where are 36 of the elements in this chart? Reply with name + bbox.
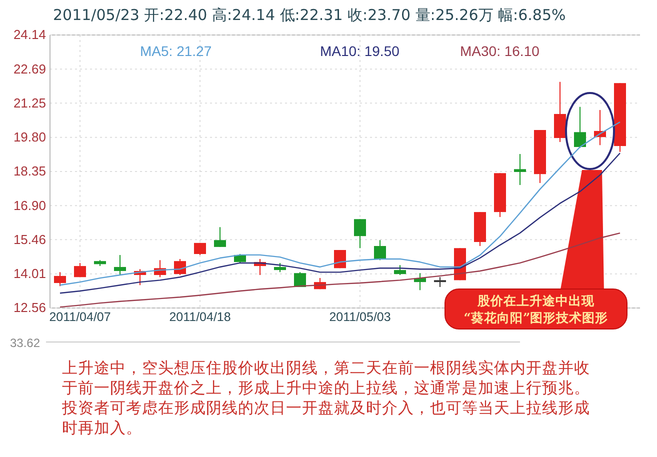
line-series: [59, 121, 621, 286]
candlestick: [354, 218, 366, 249]
candlestick: [334, 250, 346, 269]
candlestick: [174, 258, 186, 276]
candlestick: [74, 262, 86, 278]
candlestick: [54, 272, 66, 287]
y-tick-label: 22.69: [13, 61, 46, 76]
x-tick-label: 2011/05/03: [329, 310, 391, 324]
annotation: 股价在上升途中出现 “葵花向阳”图形技术图形: [464, 293, 608, 325]
y-tick-label: 24.14: [13, 27, 46, 42]
y-tick-label: 16.90: [13, 198, 46, 213]
x-tick-label: 2011/04/07: [49, 310, 111, 324]
candlestick: [394, 264, 406, 276]
y-tick-label: 15.46: [13, 232, 46, 247]
y-tick-label: 21.25: [13, 95, 46, 110]
text: 上升途中，空头想压住股价收出阴线，第二天在前一根阴线实体内开盘并收于前一阴线开盘价之上，形成上升中途的上拉线，这通常是加速上行预兆。投资者可考虑在形成阴线的次日一开盘就及时介入，也可等当天上拉线形成时再加入。: [62, 358, 591, 438]
x-tick-label: 2011/04/18: [169, 310, 231, 324]
candlestick: [194, 242, 206, 256]
candlestick: [514, 154, 526, 186]
text: MA30: 16.10: [460, 43, 540, 59]
y-tick-label: 12.56: [13, 300, 46, 316]
line-series: [59, 232, 621, 308]
candlestick: [274, 262, 286, 273]
candlestick: [374, 240, 386, 261]
y-tick-label: 14.01: [13, 266, 46, 281]
text: 33.62: [10, 336, 40, 350]
candlestick: [114, 254, 126, 276]
candlestick: [574, 106, 586, 148]
chart-title: 2011/05/23 开:22.40 高:24.14 低:22.31 收:23.70 量:25.26万 幅:6.85%: [53, 6, 566, 24]
line-series: [59, 152, 621, 294]
y-tick-label: 18.35: [13, 164, 46, 179]
text: MA5: 21.27: [140, 43, 212, 59]
candlestick: [214, 226, 226, 248]
y-tick-label: 19.80: [13, 129, 46, 144]
candlestick: [434, 276, 446, 288]
text: MA10: 19.50: [320, 43, 400, 59]
